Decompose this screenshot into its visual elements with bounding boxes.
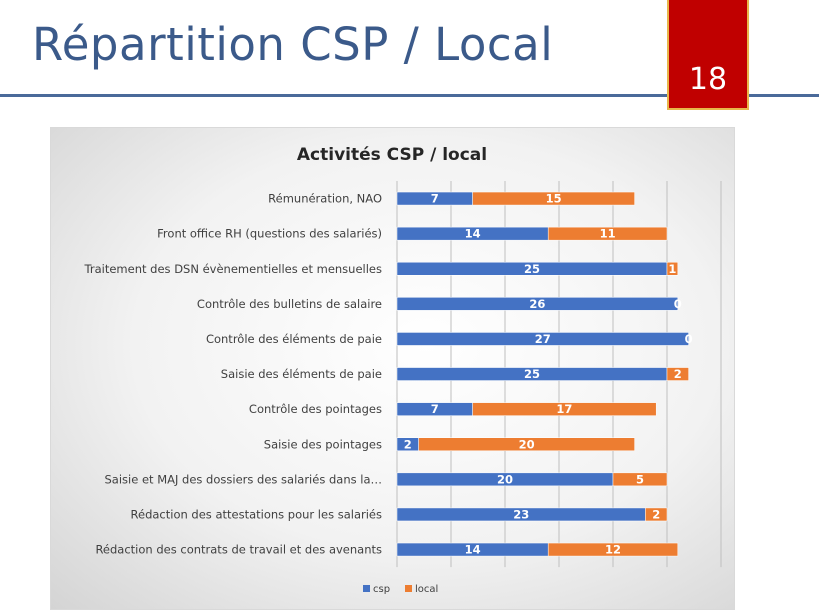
category-label: Saisie des pointages xyxy=(264,437,382,451)
chart-area: Activités CSP / local Rémunération, NAO 7 1… xyxy=(50,127,735,610)
data-label-local: 12 xyxy=(605,543,621,557)
data-label-csp: 26 xyxy=(529,297,545,311)
legend-swatch-csp xyxy=(363,585,370,592)
category-label: Contrôle des pointages xyxy=(249,402,382,416)
legend-label-local: local xyxy=(415,584,438,595)
bar-csp xyxy=(396,297,679,311)
legend-label-csp: csp xyxy=(373,584,390,595)
bar-csp xyxy=(396,332,689,346)
data-label-local: 2 xyxy=(674,367,682,381)
slide-title: Répartition CSP / Local xyxy=(32,18,554,71)
legend-swatch-local xyxy=(405,585,412,592)
data-label-local: 15 xyxy=(546,192,562,206)
bar-local xyxy=(472,191,635,206)
data-label-csp: 25 xyxy=(524,367,540,381)
data-label-local: 0 xyxy=(674,297,682,311)
bar-local xyxy=(472,402,657,416)
data-label-csp: 23 xyxy=(513,507,529,521)
data-label-csp: 14 xyxy=(465,227,481,241)
bar-local xyxy=(418,437,635,451)
data-label-local: 0 xyxy=(685,332,693,346)
category-label: Traitement des DSN évènementielles et me… xyxy=(84,262,382,276)
data-label-csp: 7 xyxy=(431,402,439,416)
bar-local xyxy=(645,507,668,522)
category-label: Rémunération, NAO xyxy=(268,192,382,206)
bar-local xyxy=(547,226,668,241)
data-label-local: 1 xyxy=(668,262,676,276)
page-number: 18 xyxy=(688,62,728,97)
data-label-csp: 7 xyxy=(431,192,439,206)
bar-local xyxy=(666,262,679,276)
data-label-local: 17 xyxy=(556,402,572,416)
category-label: Saisie et MAJ des dossiers des salariés … xyxy=(105,472,383,486)
chart-title: Activités CSP / local xyxy=(297,145,487,165)
data-label-local: 11 xyxy=(600,227,616,241)
category-label: Rédaction des contrats de travail et des… xyxy=(95,543,382,557)
title-divider xyxy=(0,94,819,97)
data-label-csp: 27 xyxy=(535,332,551,346)
category-label: Contrôle des bulletins de salaire xyxy=(197,297,382,311)
data-label-local: 2 xyxy=(652,507,660,521)
bar-local xyxy=(547,542,679,557)
data-label-csp: 25 xyxy=(524,262,540,276)
category-label: Rédaction des attestations pour les sala… xyxy=(131,507,382,521)
bar-local xyxy=(666,367,689,381)
category-label: Front office RH (questions des salariés) xyxy=(157,227,382,241)
data-label-local: 20 xyxy=(519,437,535,451)
page-number-badge: 18 xyxy=(667,0,749,110)
stacked-bar-chart: Activités CSP / local Rémunération, NAO 7 1… xyxy=(84,145,722,595)
category-label: Contrôle des éléments de paie xyxy=(206,332,382,346)
bar-local xyxy=(612,472,668,487)
data-label-csp: 14 xyxy=(465,543,481,557)
data-label-csp: 2 xyxy=(404,437,412,451)
data-label-csp: 20 xyxy=(497,472,513,486)
data-label-local: 5 xyxy=(636,472,644,486)
category-label: Saisie des éléments de paie xyxy=(221,367,382,381)
